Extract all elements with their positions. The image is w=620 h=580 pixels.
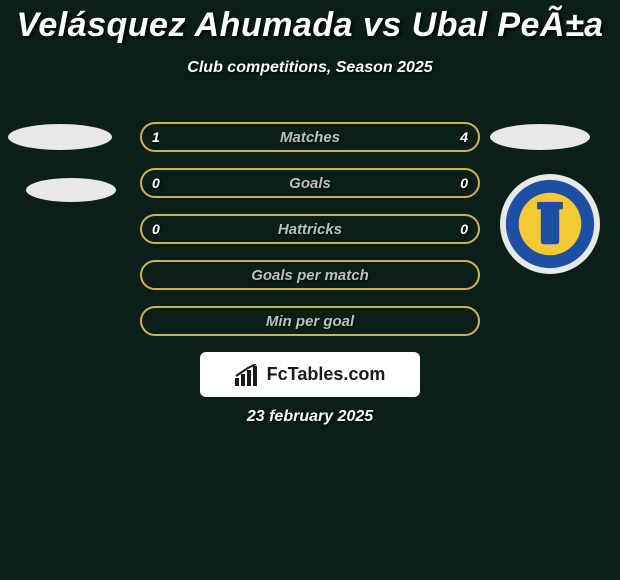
stat-row-hattricks: 0 Hattricks 0 (140, 214, 480, 244)
subtitle: Club competitions, Season 2025 (0, 59, 620, 77)
stat-label: Goals (289, 175, 331, 192)
crest-tower-top (537, 202, 563, 209)
branding-rest: Tables.com (288, 364, 386, 384)
branding-badge: FcTables.com (200, 352, 420, 397)
stat-row-matches: 1 Matches 4 (140, 122, 480, 152)
stat-row-min-per-goal: Min per goal (140, 306, 480, 336)
stat-left-value: 0 (152, 221, 160, 237)
player-right-shape-1 (490, 124, 590, 150)
player-left-shape-1 (8, 124, 112, 150)
branding-prefix: Fc (267, 364, 288, 384)
crest-tower (541, 206, 559, 245)
stat-row-goals-per-match: Goals per match (140, 260, 480, 290)
page-title: Velásquez Ahumada vs Ubal PeÃ±a (0, 0, 620, 45)
branding-chart-icon (235, 364, 261, 386)
stat-row-goals: 0 Goals 0 (140, 168, 480, 198)
stat-left-value: 1 (152, 129, 160, 145)
club-crest-right (500, 174, 600, 274)
stat-right-value: 4 (460, 129, 468, 145)
branding-text: FcTables.com (267, 364, 386, 385)
stat-left-value: 0 (152, 175, 160, 191)
stat-label: Matches (280, 129, 340, 146)
stat-label: Goals per match (251, 267, 369, 284)
stat-right-value: 0 (460, 221, 468, 237)
comparison-card: Velásquez Ahumada vs Ubal PeÃ±a Club com… (0, 0, 620, 580)
stat-right-value: 0 (460, 175, 468, 191)
footer-date: 23 february 2025 (0, 408, 620, 426)
player-left-shape-2 (26, 178, 116, 202)
club-crest-svg (504, 178, 596, 270)
stats-rows: 1 Matches 4 0 Goals 0 0 Hattricks 0 Goal… (140, 122, 480, 352)
stat-label: Min per goal (266, 313, 354, 330)
stat-label: Hattricks (278, 221, 342, 238)
